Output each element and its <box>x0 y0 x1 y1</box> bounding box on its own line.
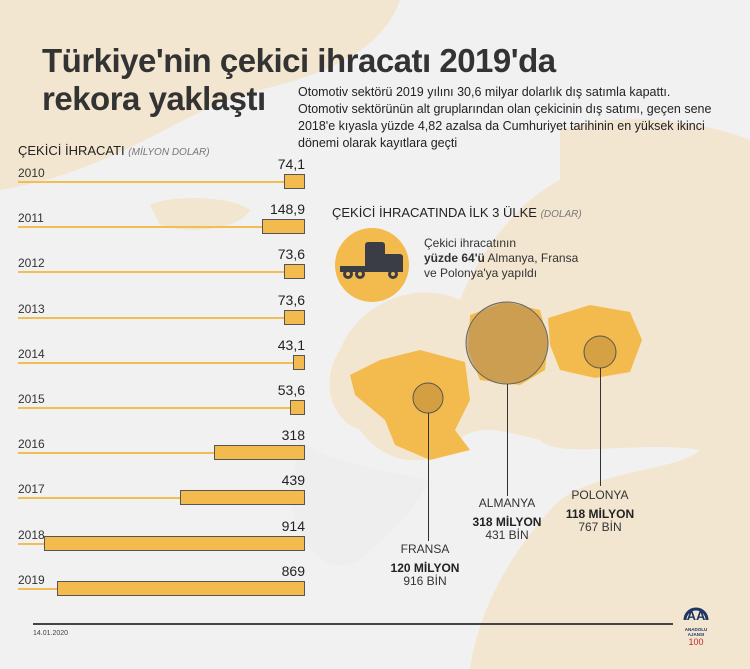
bar-chart-title: ÇEKİCİ İHRACATI (MİLYON DOLAR) <box>18 143 210 158</box>
bar-value-label: 73,6 <box>277 291 305 308</box>
bar-track <box>18 497 305 500</box>
bar-value-label: 318 <box>281 427 305 444</box>
france-leader-line <box>428 413 429 541</box>
intro-text: Otomotiv sektörü 2019 yılını 30,6 milyar… <box>298 85 712 150</box>
bar-track <box>18 316 305 319</box>
france-shape <box>350 350 470 460</box>
bar-year-label: 2017 <box>18 482 45 497</box>
france-circle <box>412 382 444 414</box>
footer-divider <box>33 623 673 625</box>
bar-year-label: 2013 <box>18 301 45 316</box>
bar-year-label: 2011 <box>18 211 44 226</box>
page-title: Türkiye'nin çekici ihracatı 2019'da reko… <box>42 42 556 117</box>
bar-year-label: 2014 <box>18 346 45 361</box>
poland-circle <box>583 335 617 369</box>
bar-value-label: 148,9 <box>269 201 305 218</box>
bar-year-label: 2019 <box>18 572 45 587</box>
countries-title: ÇEKİCİ İHRACATINDA İLK 3 ÜLKE (DOLAR) <box>332 205 582 220</box>
date: 14.01.2020 <box>33 630 69 637</box>
bar-2011 <box>262 219 305 235</box>
aa-logo: AA ANADOLU AJANSI 100 <box>683 607 709 647</box>
bar-year-label: 2015 <box>18 392 45 406</box>
germany-circle <box>465 301 549 385</box>
bar-value-label: 439 <box>281 472 305 489</box>
bar-2012 <box>283 264 305 280</box>
bar-2018 <box>44 535 305 551</box>
germany-leader-line <box>507 384 508 496</box>
country-label-polonya: POLONYA 118 MİLYON 767 BİN <box>565 488 635 534</box>
truck-icon <box>335 228 409 302</box>
bar-value-label: 914 <box>281 517 305 534</box>
bar-year-label: 2012 <box>18 256 45 271</box>
bar-2015 <box>289 400 305 415</box>
bar-track <box>18 452 305 455</box>
bar-year-label: 2010 <box>18 166 45 180</box>
bar-track <box>18 226 305 229</box>
bar-2013 <box>283 309 305 325</box>
bar-2019 <box>56 580 305 596</box>
bar-value-label: 73,6 <box>277 246 305 263</box>
bar-track <box>18 407 305 409</box>
bar-value-label: 43,1 <box>277 336 305 353</box>
bar-year-label: 2018 <box>18 527 45 542</box>
svg-text:AA: AA <box>687 608 706 622</box>
bar-year-label: 2016 <box>18 437 45 452</box>
bar-value-label: 869 <box>281 562 305 579</box>
bar-2014 <box>292 354 305 370</box>
country-label-fransa: FRANSA 120 MİLYON 916 BİN <box>390 542 460 588</box>
poland-leader-line <box>600 368 601 486</box>
bar-track <box>18 361 305 364</box>
country-label-almanya: ALMANYA 318 MİLYON 431 BİN <box>472 496 542 542</box>
bar-2016 <box>214 445 305 461</box>
bar-track <box>18 181 305 183</box>
bar-2010 <box>283 174 305 189</box>
bar-value-label: 74,1 <box>277 156 305 172</box>
bar-2017 <box>179 490 305 506</box>
countries-note: Çekici ihracatının yüzde 64'ü Almanya, Fr… <box>424 236 579 280</box>
bar-track <box>18 271 305 274</box>
bar-value-label: 53,6 <box>277 382 305 398</box>
